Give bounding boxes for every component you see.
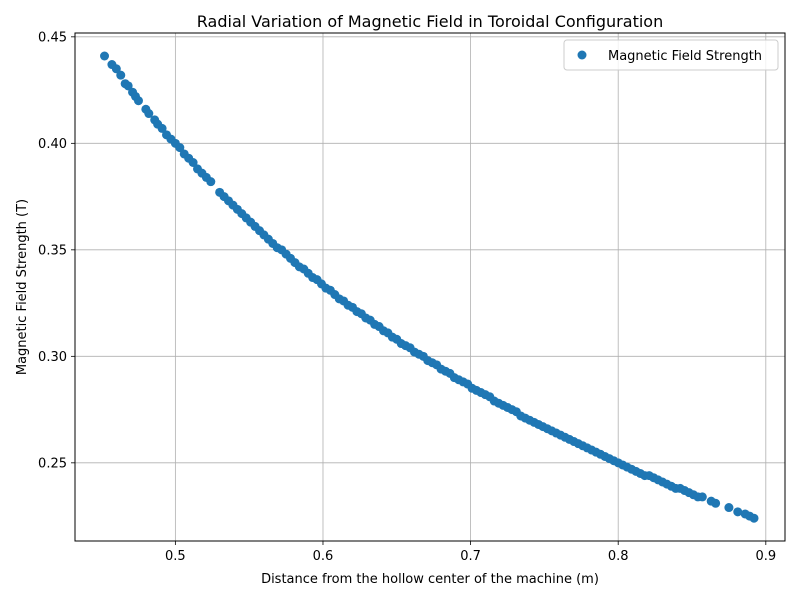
grid xyxy=(75,33,785,541)
legend: Magnetic Field Strength xyxy=(563,39,779,71)
plot-frame xyxy=(74,32,786,542)
y-axis-label: Magnetic Field Strength (T) xyxy=(15,199,30,375)
legend-label: Magnetic Field Strength xyxy=(608,49,762,64)
data-point xyxy=(697,492,707,502)
data-point xyxy=(175,143,185,153)
x-tick-label: 0.5 xyxy=(165,549,186,564)
x-tick-label: 0.6 xyxy=(313,549,334,564)
data-point xyxy=(111,64,121,74)
axis-ticks: 0.5 0.6 0.7 0.8 0.9 0.25 0.30 0.35 0.40 0.45 xyxy=(38,30,776,564)
y-tick-label: 0.45 xyxy=(38,30,67,45)
data-point xyxy=(206,177,216,187)
x-axis-label: Distance from the hollow center of the m… xyxy=(261,572,599,587)
data-point xyxy=(100,51,110,61)
y-tick-label: 0.30 xyxy=(38,350,67,365)
data-point xyxy=(749,513,759,523)
x-tick-label: 0.9 xyxy=(755,549,776,564)
data-point xyxy=(123,81,133,91)
data-point xyxy=(144,109,154,119)
y-tick-label: 0.35 xyxy=(38,243,67,258)
data-point xyxy=(188,158,198,168)
data-point xyxy=(116,70,126,80)
data-point xyxy=(157,123,167,133)
x-tick-label: 0.8 xyxy=(608,549,629,564)
x-tick-label: 0.7 xyxy=(460,549,481,564)
chart-title: Radial Variation of Magnetic Field in To… xyxy=(197,12,663,31)
data-point xyxy=(733,507,743,517)
legend-marker xyxy=(577,50,587,60)
legend-box xyxy=(563,39,779,71)
data-points xyxy=(100,51,759,523)
data-point xyxy=(133,96,143,106)
y-tick-label: 0.40 xyxy=(38,137,67,152)
data-point xyxy=(724,503,734,513)
data-point xyxy=(711,498,721,508)
y-tick-label: 0.25 xyxy=(38,456,67,471)
